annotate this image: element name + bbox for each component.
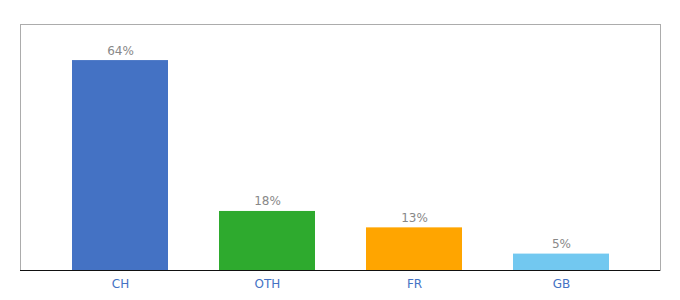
svg-text:13%: 13%: [401, 211, 428, 225]
svg-text:CH: CH: [112, 277, 129, 291]
svg-text:5%: 5%: [552, 237, 571, 251]
svg-text:64%: 64%: [107, 44, 134, 58]
svg-text:OTH: OTH: [255, 277, 281, 291]
svg-text:18%: 18%: [254, 194, 281, 208]
svg-text:GB: GB: [553, 277, 571, 291]
svg-text:FR: FR: [407, 277, 422, 291]
